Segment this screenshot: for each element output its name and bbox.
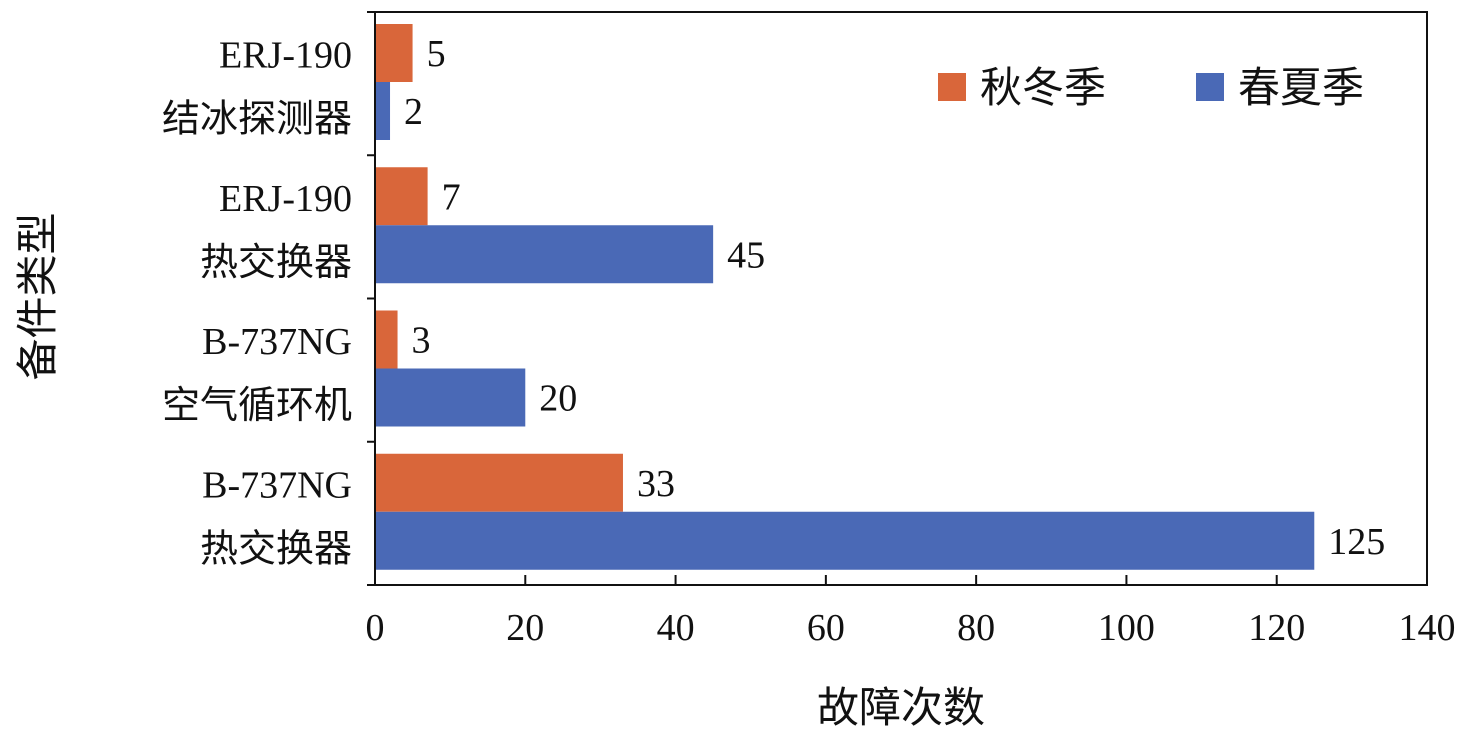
x-tick-label: 40	[657, 607, 695, 649]
legend-label-0: 秋冬季	[980, 66, 1106, 112]
data-label: 125	[1328, 521, 1385, 563]
category-label-line1: B-737NG	[202, 464, 352, 506]
bar-spring-summer-3	[375, 511, 1315, 570]
category-label-line1: ERJ-190	[219, 178, 352, 220]
category-label-line1: ERJ-190	[219, 35, 352, 77]
bar-autumn-winter-3	[375, 453, 623, 512]
x-axis-title: 故障次数	[817, 686, 985, 732]
bar-autumn-winter-2	[375, 310, 398, 369]
x-tick-label: 100	[1098, 607, 1155, 649]
legend-swatch-1	[1196, 73, 1224, 101]
bar-spring-summer-2	[375, 368, 526, 427]
data-label: 5	[427, 33, 446, 75]
category-label-line2: 热交换器	[200, 242, 352, 284]
y-axis-title: 备件类型	[16, 212, 62, 380]
data-label: 7	[442, 176, 461, 218]
bar-spring-summer-1	[375, 225, 714, 284]
data-label: 45	[727, 234, 765, 276]
bar-spring-summer-0	[375, 82, 391, 140]
category-label-line2: 结冰探测器	[162, 99, 352, 141]
data-label: 2	[404, 91, 423, 133]
category-label-line1: B-737NG	[202, 321, 352, 363]
data-label: 33	[637, 463, 675, 505]
category-label-line2: 空气循环机	[162, 385, 352, 427]
bar-autumn-winter-0	[375, 24, 413, 82]
x-tick-label: 20	[506, 607, 544, 649]
x-tick-label: 140	[1399, 607, 1456, 649]
legend-label-1: 春夏季	[1238, 66, 1364, 112]
category-label-line2: 热交换器	[200, 528, 352, 570]
data-label: 20	[539, 378, 577, 420]
x-tick-label: 120	[1248, 607, 1305, 649]
x-tick-label: 80	[957, 607, 995, 649]
legend-swatch-0	[938, 73, 966, 101]
x-tick-label: 60	[807, 607, 845, 649]
bar-autumn-winter-1	[375, 167, 428, 226]
x-tick-label: 0	[366, 607, 385, 649]
data-label: 3	[412, 320, 431, 362]
